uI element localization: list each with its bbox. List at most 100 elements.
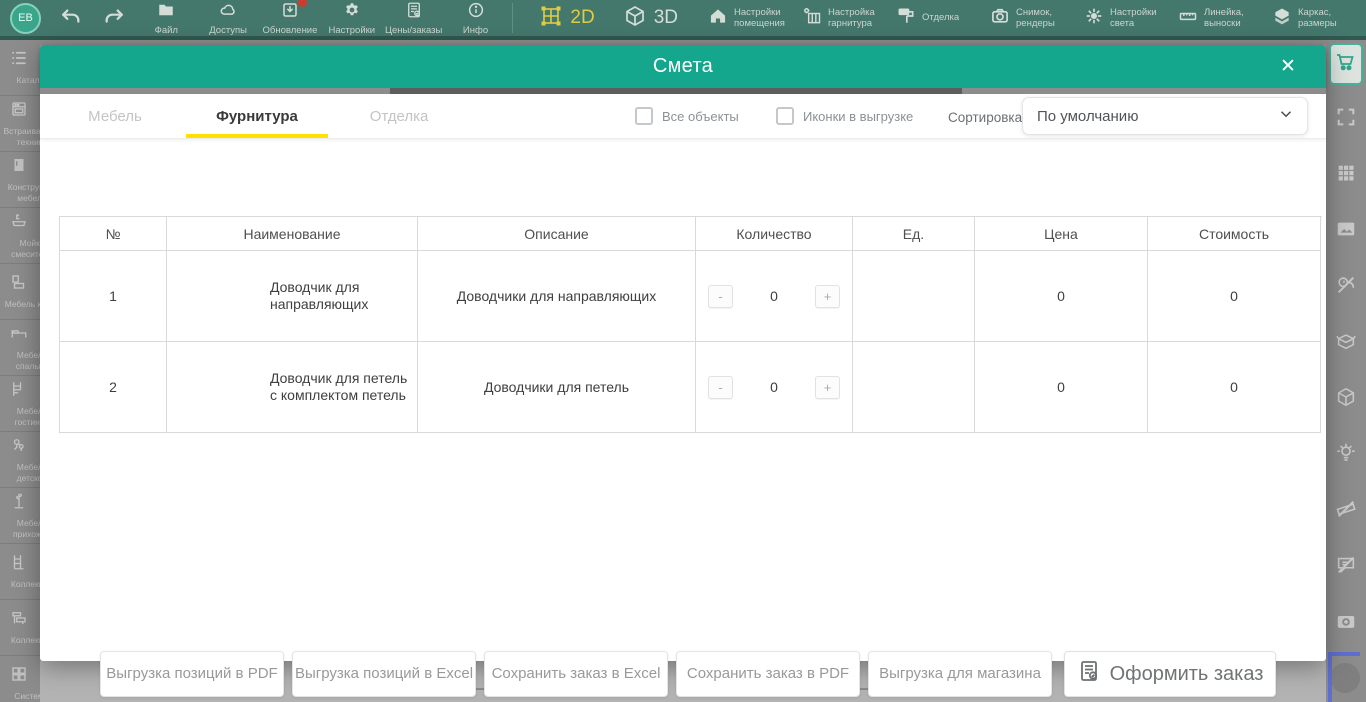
toolbar-finishing[interactable]: Отделка xyxy=(896,6,990,31)
toy-icon xyxy=(0,436,28,459)
quantity-plus-button[interactable]: + xyxy=(814,284,840,308)
column-header: № xyxy=(60,217,167,251)
tab-label: Мебель xyxy=(88,107,142,125)
sidebar-item-label: Системы xyxy=(14,691,40,702)
fullscreen-button[interactable] xyxy=(1326,91,1366,147)
sidebar-item-systems[interactable]: Системы xyxy=(0,656,40,702)
sidebar-item-builtin-appliances[interactable]: Встраиваемая техника xyxy=(0,96,40,152)
quantity-minus-button[interactable]: - xyxy=(708,284,733,308)
close-button[interactable]: ✕ xyxy=(1270,45,1306,88)
toolbar-item-prices[interactable]: Цены/заказы xyxy=(383,1,445,36)
sort-dropdown[interactable]: По умолчанию xyxy=(1022,97,1308,135)
close-icon: ✕ xyxy=(1280,56,1296,77)
sidebar-item-bedroom-furniture[interactable]: Мебель спальни xyxy=(0,320,40,376)
sidebar-item-sinks[interactable]: Мойки смесители xyxy=(0,208,40,264)
sidebar-item-catalog[interactable]: Каталог xyxy=(0,40,40,96)
toolbar-item-info[interactable]: Инфо xyxy=(445,1,507,36)
paint-roller-icon xyxy=(896,6,916,31)
row-price: 0 xyxy=(975,342,1148,433)
orders-icon xyxy=(405,1,423,24)
open-box-button[interactable] xyxy=(1326,315,1366,371)
checkbox-box[interactable] xyxy=(635,107,653,125)
avatar-initials: EB xyxy=(18,12,33,24)
undo-button[interactable] xyxy=(49,0,92,36)
sidebar-item-kids-furniture[interactable]: Мебель детской xyxy=(0,432,40,488)
quantity-value: 0 xyxy=(770,379,778,395)
user-avatar[interactable]: EB xyxy=(10,2,41,34)
checkbox-all-objects[interactable]: Все объекты xyxy=(635,107,739,125)
toolbar-light-settings[interactable]: Настройки света xyxy=(1084,6,1178,31)
sidebar-item-furniture-constructor[interactable]: Конструктор мебели xyxy=(0,152,40,208)
checkbox-box[interactable] xyxy=(776,107,794,125)
column-header: Количество xyxy=(696,217,853,251)
cube-3d-icon xyxy=(623,4,647,33)
row-number: 1 xyxy=(60,251,167,342)
tab-finishing[interactable]: Отделка xyxy=(328,94,470,138)
toolbar-cabinet-settings[interactable]: Настройка гарнитура xyxy=(802,6,896,31)
toolbar-item-access[interactable]: Доступы xyxy=(197,1,259,36)
lighting-button[interactable] xyxy=(1326,427,1366,483)
toolbar-panel-group: Настройки помещения Настройка гарнитура … xyxy=(708,6,1366,31)
row-price: 0 xyxy=(975,251,1148,342)
toolbar-ruler-callouts[interactable]: Линейка, выноски xyxy=(1178,6,1272,31)
column-header: Наименование xyxy=(167,217,418,251)
cube-view-button[interactable] xyxy=(1326,371,1366,427)
systems-icon xyxy=(0,665,28,688)
collection-icon xyxy=(0,553,28,576)
toolbar-room-settings[interactable]: Настройки помещения xyxy=(708,6,802,31)
toolbar-item-file[interactable]: Файл xyxy=(135,1,197,36)
sidebar-item-label: Коллекции xyxy=(10,579,40,590)
sidebar-item-label: Коллекции xyxy=(10,635,40,646)
export-positions-excel-button[interactable]: Выгрузка позиций в Excel xyxy=(292,651,476,697)
grid-2d-icon xyxy=(539,4,563,33)
tab-fittings[interactable]: Фурнитура xyxy=(186,94,328,138)
snapshot-button[interactable] xyxy=(1326,595,1366,651)
sidebar-item-collections-1[interactable]: Коллекции xyxy=(0,544,40,600)
cart-button[interactable] xyxy=(1329,43,1363,85)
save-order-pdf-button[interactable]: Сохранить заказ в PDF xyxy=(676,651,860,697)
catalog-icon xyxy=(0,49,28,72)
sidebar-item-kitchen-furniture[interactable]: Мебель кухни xyxy=(0,264,40,320)
toolbar-snapshot-renders[interactable]: Снимок, рендеры xyxy=(990,6,1084,31)
textures-toggle-button[interactable] xyxy=(1326,259,1366,315)
toolbar-item-settings[interactable]: Настройки xyxy=(321,1,383,36)
grid-toggle-button[interactable] xyxy=(1326,147,1366,203)
annotations-toggle-button[interactable] xyxy=(1326,539,1366,595)
background-wall-strip xyxy=(390,88,962,94)
checkbox-icons-in-export[interactable]: Иконки в выгрузке xyxy=(776,107,913,125)
view-2d-button[interactable]: 2D xyxy=(539,4,595,33)
column-header: Описание xyxy=(418,217,696,251)
background-image-button[interactable] xyxy=(1326,203,1366,259)
toolbar-panel-label: Линейка, выноски xyxy=(1204,6,1244,29)
export-for-shop-button[interactable]: Выгрузка для магазина xyxy=(868,651,1052,697)
update-icon xyxy=(281,1,299,24)
hanger-icon xyxy=(0,492,28,515)
image-icon xyxy=(1335,218,1357,245)
save-order-excel-button[interactable]: Сохранить заказ в Excel xyxy=(484,651,668,697)
row-name: Доводчик для петель с комплектом петель xyxy=(167,342,418,433)
sidebar-item-hallway-furniture[interactable]: Мебель прихожей xyxy=(0,488,40,544)
shelf-icon xyxy=(0,380,28,403)
view-3d-button[interactable]: 3D xyxy=(623,4,678,33)
active-tab-underline xyxy=(186,134,328,138)
sidebar-item-label: Конструктор мебели xyxy=(7,181,40,203)
cabinet-icon xyxy=(0,156,28,179)
table-row: 2 Доводчик для петель с комплектом петел… xyxy=(60,342,1322,433)
quantity-minus-button[interactable]: - xyxy=(708,375,733,399)
dimensions-toggle-button[interactable] xyxy=(1326,483,1366,539)
dimensions-off-icon xyxy=(1335,498,1357,525)
toolbar-item-update[interactable]: Обновление xyxy=(259,0,321,36)
sidebar-item-collections-2[interactable]: Коллекции xyxy=(0,600,40,656)
sink-icon xyxy=(0,212,28,235)
sidebar-item-livingroom-furniture[interactable]: Мебель гостиной xyxy=(0,376,40,432)
redo-button[interactable] xyxy=(92,0,135,36)
quantity-plus-button[interactable]: + xyxy=(814,375,840,399)
toolbar-item-label: Инфо xyxy=(462,24,489,36)
cube-icon xyxy=(1335,386,1357,413)
place-order-button[interactable]: Оформить заказ xyxy=(1064,651,1276,697)
export-positions-pdf-button[interactable]: Выгрузка позиций в PDF xyxy=(100,651,284,697)
bed-icon xyxy=(0,324,28,347)
toolbar-carcass-sizes[interactable]: Каркас, размеры xyxy=(1272,6,1366,31)
tab-furniture[interactable]: Мебель xyxy=(44,94,186,138)
sidebar-item-label: Мойки смесители xyxy=(11,237,40,259)
